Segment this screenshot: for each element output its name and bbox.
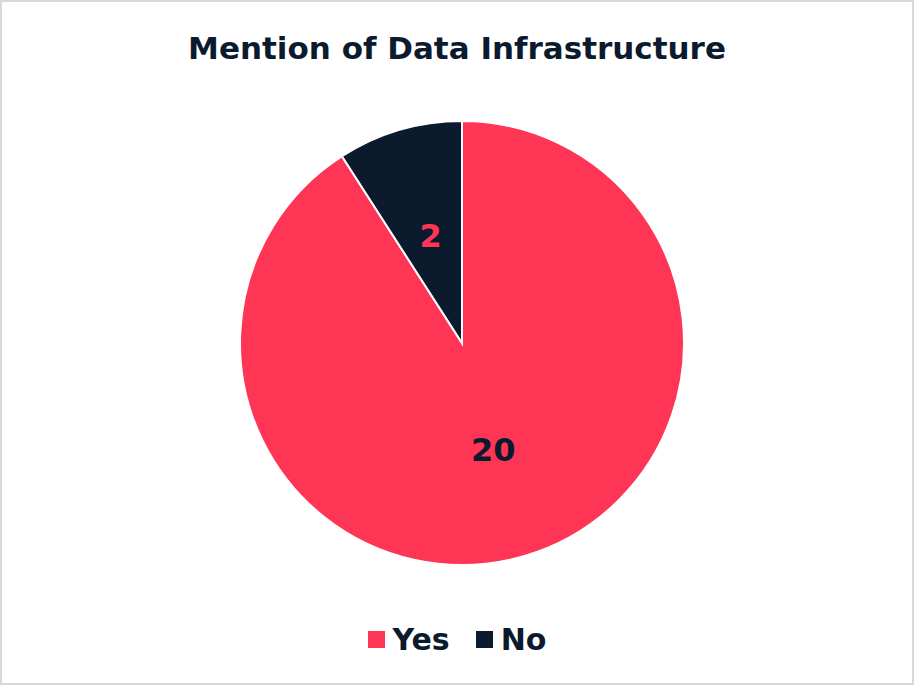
html-text:No: No — [500, 622, 547, 657]
html-text:Yes: Yes — [392, 622, 450, 657]
svg-text:2: 2 — [420, 217, 442, 255]
svg-text:20: 20 — [471, 431, 516, 469]
html-text:Mention of Data Infrastructure: Mention of Data Infrastructure — [188, 30, 726, 66]
